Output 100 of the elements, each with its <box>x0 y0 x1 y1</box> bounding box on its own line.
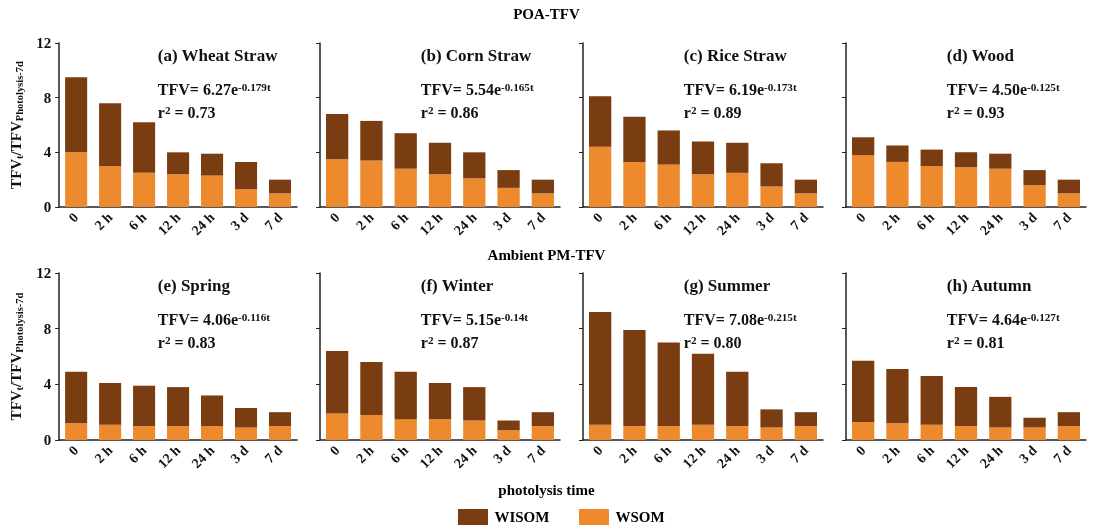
bar <box>234 407 258 428</box>
chart-title: (e) Spring <box>157 276 231 295</box>
x-tick-label: 0 <box>326 209 343 226</box>
bar <box>657 342 680 427</box>
bar <box>852 137 875 156</box>
bar <box>99 166 122 207</box>
bar <box>920 149 943 166</box>
x-tick-label: 7 d <box>261 442 286 467</box>
y-tick-label: 12 <box>36 35 52 51</box>
bar <box>989 153 1012 169</box>
bar <box>463 420 486 440</box>
x-tick-label: 6 h <box>387 209 412 234</box>
bar <box>589 311 612 425</box>
chart-title: (b) Corn Straw <box>420 46 533 65</box>
y-tick-label: 8 <box>43 89 52 106</box>
bar <box>428 382 452 420</box>
x-tick-label: 0 <box>589 442 606 459</box>
bar <box>989 396 1012 428</box>
x-tick-label: 12 h <box>416 442 446 472</box>
x-tick-label: 7 d <box>787 209 812 234</box>
bar <box>589 424 612 440</box>
x-tick-label: 7 d <box>1050 209 1075 234</box>
chart-title: (g) Summer <box>683 276 771 295</box>
bar <box>99 382 122 425</box>
bar <box>326 350 349 414</box>
bar <box>954 167 978 207</box>
x-tick-label: 0 <box>65 209 82 226</box>
bar <box>657 130 680 165</box>
x-tick-label: 3 d <box>227 209 252 234</box>
x-tick-label: 3 d <box>490 209 515 234</box>
x-tick-label: 2 h <box>879 442 903 467</box>
bar <box>65 152 88 207</box>
x-tick-label: 6 h <box>125 442 150 467</box>
y-tick-label: 4 <box>43 376 52 393</box>
bar <box>99 103 122 166</box>
x-tick-label: 0 <box>326 442 343 459</box>
bar <box>531 193 554 207</box>
bar <box>394 371 417 420</box>
bar <box>360 362 383 415</box>
bar <box>167 426 190 440</box>
bar <box>463 387 486 421</box>
x-tick-label: 12 h <box>154 209 184 239</box>
x-tick-label: 24 h <box>714 442 743 472</box>
x-tick-label: 2 h <box>616 209 640 234</box>
bar <box>886 369 909 424</box>
bar <box>760 409 783 428</box>
bar <box>463 152 486 179</box>
x-tick-label: 24 h <box>451 209 480 239</box>
bar <box>920 375 943 425</box>
bar <box>691 174 715 207</box>
bar <box>794 426 817 440</box>
x-tick-label: 6 h <box>125 209 150 234</box>
bar <box>497 187 520 207</box>
bar <box>623 161 646 207</box>
chart-title: (c) Rice Straw <box>683 46 788 65</box>
x-tick-label: 12 h <box>942 442 972 472</box>
bar <box>726 142 749 173</box>
text: POA-TFV <box>512 6 581 23</box>
x-tick-label: 12 h <box>154 442 184 472</box>
bar <box>167 387 190 427</box>
x-tick-label: 6 h <box>387 442 412 467</box>
bar <box>234 189 258 207</box>
bar <box>326 159 349 207</box>
bar <box>760 163 783 187</box>
bar <box>99 424 122 440</box>
x-tick-label: 2 h <box>353 209 377 234</box>
bar <box>234 161 258 190</box>
bar <box>1023 417 1046 428</box>
bar <box>167 152 190 175</box>
bar <box>989 427 1012 440</box>
bar <box>463 178 486 207</box>
bar <box>268 193 292 207</box>
x-tick-label: 12 h <box>416 209 446 239</box>
x-tick-label: 3 d <box>753 442 778 467</box>
bar <box>886 161 909 207</box>
x-tick-label: 7 d <box>787 442 812 467</box>
bar <box>1057 412 1080 427</box>
bar <box>794 179 817 194</box>
bar <box>726 371 749 427</box>
bar <box>360 414 383 440</box>
bar <box>497 420 520 431</box>
x-tick-label: 24 h <box>977 442 1006 472</box>
bar <box>886 145 909 162</box>
bar <box>726 172 749 207</box>
x-tick-label: 24 h <box>977 209 1006 239</box>
bar <box>65 371 88 424</box>
bar <box>623 116 646 162</box>
bar <box>65 423 88 440</box>
x-tick-label: 7 d <box>1050 442 1075 467</box>
y-axis-title: TFVt/TFVPhotolysis-7d <box>7 292 26 421</box>
bar <box>360 160 383 207</box>
legend-label: WISOM <box>494 509 550 525</box>
bar <box>1023 170 1046 186</box>
x-tick-label: 6 h <box>650 209 675 234</box>
bar <box>623 330 646 427</box>
x-axis-title: photolysis time <box>497 482 596 499</box>
y-axis-title: TFVt/TFVPhotolysis-7d <box>7 60 26 189</box>
y-tick-label: 8 <box>43 320 52 337</box>
y-tick-label: 12 <box>36 265 52 281</box>
x-tick-label: 3 d <box>490 442 515 467</box>
